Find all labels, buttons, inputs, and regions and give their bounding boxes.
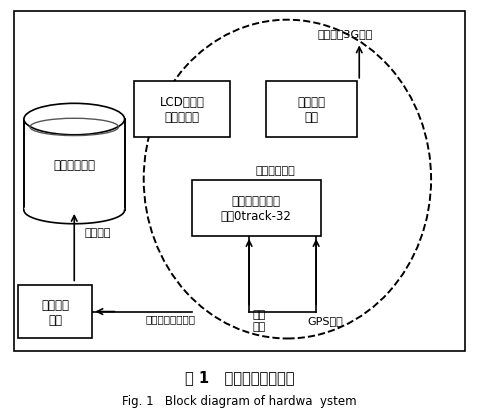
Bar <box>192 181 321 236</box>
Text: GPS系统: GPS系统 <box>308 315 343 325</box>
Text: 北斗
系统: 北斗 系统 <box>252 309 265 331</box>
Text: 存储信息: 存储信息 <box>85 228 112 237</box>
Bar <box>24 120 125 211</box>
Text: 数据存储系统: 数据存储系统 <box>53 159 95 172</box>
Text: 控制移动通信硬件: 控制移动通信硬件 <box>145 314 195 324</box>
Text: 无线通信
模块: 无线通信 模块 <box>297 95 325 123</box>
Text: Fig. 1   Block diagram of hardwa  ystem: Fig. 1 Block diagram of hardwa ystem <box>122 394 357 407</box>
Bar <box>266 82 357 137</box>
Text: 多系统兼容导航
芯片0track-32: 多系统兼容导航 芯片0track-32 <box>221 195 292 223</box>
Text: 图 1   整体硬件系统框图: 图 1 整体硬件系统框图 <box>185 370 294 385</box>
Text: LCD显示及
交互模模块: LCD显示及 交互模模块 <box>160 95 205 123</box>
Bar <box>134 82 230 137</box>
Ellipse shape <box>24 104 125 135</box>
Ellipse shape <box>24 195 125 226</box>
Text: 外围功能模块: 外围功能模块 <box>256 165 295 175</box>
Text: 移动通信3G网络: 移动通信3G网络 <box>317 29 373 39</box>
Bar <box>18 285 92 339</box>
Text: 主机控制
系统: 主机控制 系统 <box>41 298 69 326</box>
Bar <box>14 12 465 351</box>
